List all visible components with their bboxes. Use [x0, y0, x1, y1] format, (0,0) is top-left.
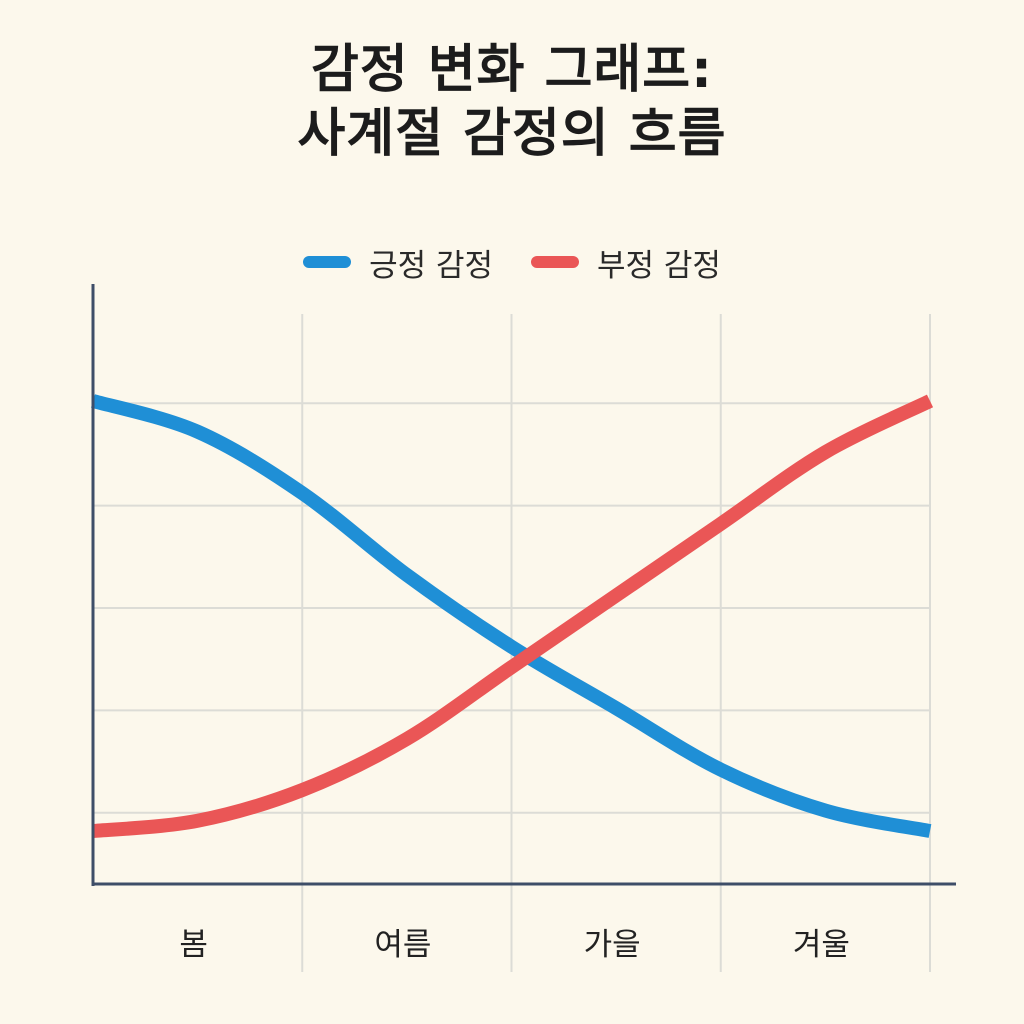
legend-item-negative: 부정 감정: [531, 240, 721, 285]
legend-label-positive: 긍정 감정: [369, 247, 493, 284]
series-line-negative: [92, 394, 934, 839]
x-tick-label: 여름: [374, 927, 431, 963]
series-line-positive: [91, 394, 932, 838]
series-layer: [91, 394, 934, 839]
axis-layer: [91, 284, 956, 886]
x-tick-label: 겨울: [793, 927, 850, 963]
x-tick-label-layer: 봄 여름 가을 겨울: [179, 927, 850, 963]
chart-title-line-1: 감정 변화 그래프:: [311, 40, 713, 100]
chart-title: 감정 변화 그래프: 사계절 감정의 흐름: [0, 38, 1024, 166]
grid-layer: [93, 314, 931, 972]
chart-legend: 긍정 감정 부정 감정: [0, 240, 1024, 284]
x-tick-label: 봄: [179, 927, 208, 963]
legend-swatch-negative: [531, 256, 579, 268]
x-tick-label: 가을: [584, 927, 641, 963]
legend-label-negative: 부정 감정: [597, 247, 721, 284]
legend-item-positive: 긍정 감정: [303, 240, 493, 285]
legend-swatch-positive: [303, 256, 352, 268]
chart-title-line-2: 사계절 감정의 흐름: [297, 104, 727, 164]
